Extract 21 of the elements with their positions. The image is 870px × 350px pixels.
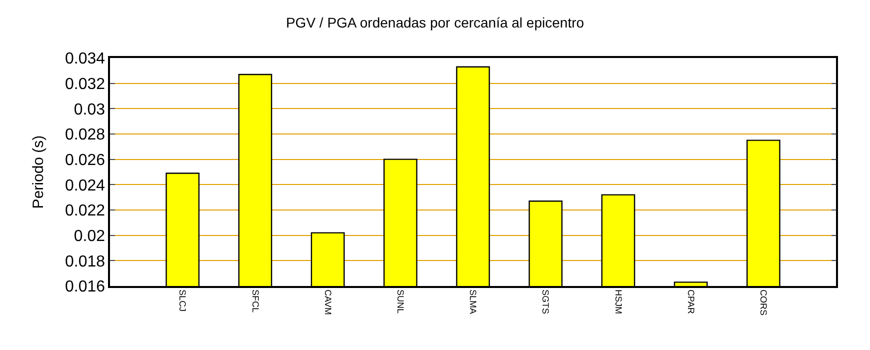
y-tick-label: 0.018: [65, 253, 106, 270]
x-tick-label: SLCJ: [178, 290, 188, 312]
x-tick-label: SFCL: [250, 290, 260, 313]
x-tick-label: CORS: [758, 290, 768, 316]
x-tick-label: SUNL: [395, 290, 406, 314]
y-tick-label: 0.02: [74, 228, 106, 245]
y-tick-label: 0.016: [65, 278, 106, 296]
x-tick-label: SLMA: [468, 290, 478, 314]
chart-title: PGV / PGA ordenadas por cercanía al epicentro: [286, 14, 584, 30]
y-tick-label: 0.026: [65, 152, 106, 169]
y-tick-label: 0.028: [65, 126, 106, 144]
y-tick-label: 0.03: [74, 101, 106, 118]
x-tick-label: CAVM: [322, 290, 333, 315]
y-axis-title: Periodo (s): [30, 135, 47, 209]
x-tick-label: CPAR: [686, 290, 696, 314]
x-tick-label: HSJM: [613, 290, 624, 314]
y-tick-label: 0.024: [65, 177, 106, 194]
x-tick-label: SGTS: [540, 290, 551, 314]
y-tick-label: 0.032: [65, 76, 106, 93]
y-tick-label: 0.034: [65, 50, 106, 68]
y-tick-label: 0.022: [65, 202, 106, 220]
